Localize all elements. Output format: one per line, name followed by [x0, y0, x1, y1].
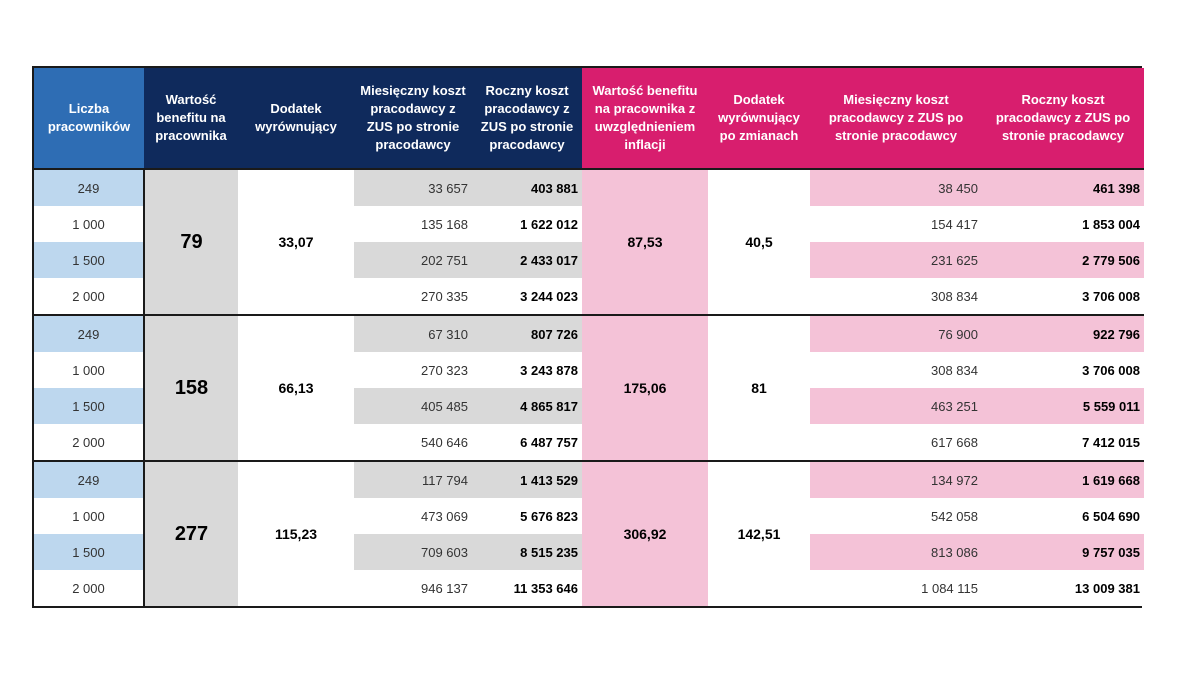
cell-wartosc-benefitu-inflacja: 306,92: [582, 460, 708, 606]
cell-roczny-koszt-2: 461 398: [982, 168, 1144, 206]
cell-roczny-koszt: 5 676 823: [472, 498, 582, 534]
table-row: 1 000 473 069 5 676 823 542 058 6 504 690: [34, 498, 1144, 534]
cell-miesieczny-koszt-2: 617 668: [810, 424, 982, 461]
cell-miesieczny-koszt: 135 168: [354, 206, 472, 242]
cell-miesieczny-koszt-2: 134 972: [810, 460, 982, 498]
header-roczny-koszt: Roczny koszt pracodawcy z ZUS po stronie…: [472, 68, 582, 169]
cell-liczba-pracownikow: 2 000: [34, 570, 145, 606]
cell-liczba-pracownikow: 249: [34, 314, 145, 352]
cell-liczba-pracownikow: 1 500: [34, 388, 145, 424]
cell-roczny-koszt: 403 881: [472, 168, 582, 206]
cell-roczny-koszt: 807 726: [472, 314, 582, 352]
cell-miesieczny-koszt: 270 335: [354, 278, 472, 315]
cell-liczba-pracownikow: 1 500: [34, 242, 145, 278]
cell-roczny-koszt: 11 353 646: [472, 570, 582, 606]
cell-roczny-koszt: 8 515 235: [472, 534, 582, 570]
cell-liczba-pracownikow: 249: [34, 168, 145, 206]
table-row: 249 158 66,13 67 310 807 726 175,06 81 76 900 92…: [34, 314, 1144, 461]
table-row: 249 79 33,07 33 657 403 881 87,53 40,5 38 450 46…: [34, 168, 1144, 315]
cell-dodatek: 33,07: [238, 168, 354, 315]
cell-liczba-pracownikow: 1 000: [34, 498, 145, 534]
cell-roczny-koszt: 3 243 878: [472, 352, 582, 388]
header-wartosc-benefitu-inflacja: Wartość benefitu na pracownika z uwzględ…: [582, 68, 708, 169]
cell-miesieczny-koszt: 33 657: [354, 168, 472, 206]
cell-miesieczny-koszt-2: 308 834: [810, 352, 982, 388]
cell-miesieczny-koszt-2: 154 417: [810, 206, 982, 242]
cell-miesieczny-koszt-2: 308 834: [810, 278, 982, 315]
table-row: 1 000 135 168 1 622 012 154 417 1 853 004: [34, 206, 1144, 242]
cell-roczny-koszt-2: 7 412 015: [982, 424, 1144, 461]
cell-wartosc-benefitu: 79: [144, 168, 238, 315]
cell-roczny-koszt-2: 922 796: [982, 314, 1144, 352]
cell-roczny-koszt: 1 622 012: [472, 206, 582, 242]
cell-roczny-koszt-2: 1 619 668: [982, 460, 1144, 498]
cell-wartosc-benefitu-inflacja: 175,06: [582, 314, 708, 461]
cell-miesieczny-koszt-2: 231 625: [810, 242, 982, 278]
header-row: Liczba pracowników Wartość benefitu na p…: [34, 68, 1144, 169]
cell-roczny-koszt: 2 433 017: [472, 242, 582, 278]
cell-wartosc-benefitu: 158: [144, 314, 238, 461]
cell-miesieczny-koszt: 540 646: [354, 424, 472, 461]
cell-dodatek: 115,23: [238, 460, 354, 606]
cell-miesieczny-koszt: 473 069: [354, 498, 472, 534]
cell-liczba-pracownikow: 249: [34, 460, 145, 498]
header-liczba-pracownikow: Liczba pracowników: [34, 68, 144, 169]
cell-miesieczny-koszt-2: 542 058: [810, 498, 982, 534]
table-row: 1 500 405 485 4 865 817 463 251 5 559 011: [34, 388, 1144, 424]
cell-miesieczny-koszt: 67 310: [354, 314, 472, 352]
cell-liczba-pracownikow: 1 000: [34, 352, 145, 388]
header-wartosc-benefitu: Wartość benefitu na pracownika: [144, 68, 238, 169]
cell-miesieczny-koszt-2: 463 251: [810, 388, 982, 424]
cell-liczba-pracownikow: 2 000: [34, 278, 145, 315]
cell-roczny-koszt-2: 5 559 011: [982, 388, 1144, 424]
table-row: 2 000 946 137 11 353 646 1 084 115 13 009 38…: [34, 570, 1144, 606]
cell-dodatek-po-zmianach: 142,51: [708, 460, 810, 606]
cell-roczny-koszt: 3 244 023: [472, 278, 582, 315]
cell-miesieczny-koszt: 405 485: [354, 388, 472, 424]
cell-miesieczny-koszt-2: 76 900: [810, 314, 982, 352]
cell-dodatek: 66,13: [238, 314, 354, 461]
cell-roczny-koszt-2: 13 009 381: [982, 570, 1144, 606]
cell-roczny-koszt-2: 9 757 035: [982, 534, 1144, 570]
cell-roczny-koszt: 1 413 529: [472, 460, 582, 498]
cell-roczny-koszt-2: 1 853 004: [982, 206, 1144, 242]
table-row: 2 000 540 646 6 487 757 617 668 7 412 015: [34, 424, 1144, 461]
table-row: 2 000 270 335 3 244 023 308 834 3 706 008: [34, 278, 1144, 315]
benefit-cost-table: Liczba pracowników Wartość benefitu na p…: [32, 66, 1144, 608]
table-row: 1 000 270 323 3 243 878 308 834 3 706 008: [34, 352, 1144, 388]
cell-liczba-pracownikow: 1 500: [34, 534, 145, 570]
table-row: 1 500 709 603 8 515 235 813 086 9 757 035: [34, 534, 1144, 570]
cell-miesieczny-koszt-2: 813 086: [810, 534, 982, 570]
cell-liczba-pracownikow: 1 000: [34, 206, 145, 242]
header-roczny-koszt-2: Roczny koszt pracodawcy z ZUS po stronie…: [982, 68, 1144, 169]
table-row: 249 277 115,23 117 794 1 413 529 306,92 142,51…: [34, 460, 1144, 606]
table-body: 249 79 33,07 33 657 403 881 87,53 40,5 38 450 46…: [34, 168, 1144, 606]
cell-roczny-koszt-2: 2 779 506: [982, 242, 1144, 278]
cell-dodatek-po-zmianach: 81: [708, 314, 810, 461]
header-dodatek-po-zmianach: Dodatek wyrównujący po zmianach: [708, 68, 810, 169]
header-miesieczny-koszt: Miesięczny koszt pracodawcy z ZUS po str…: [354, 68, 472, 169]
cell-wartosc-benefitu-inflacja: 87,53: [582, 168, 708, 315]
table-row: 1 500 202 751 2 433 017 231 625 2 779 506: [34, 242, 1144, 278]
cell-roczny-koszt: 6 487 757: [472, 424, 582, 461]
cell-roczny-koszt-2: 3 706 008: [982, 278, 1144, 315]
cell-miesieczny-koszt: 709 603: [354, 534, 472, 570]
cell-liczba-pracownikow: 2 000: [34, 424, 145, 461]
cell-miesieczny-koszt: 202 751: [354, 242, 472, 278]
cell-roczny-koszt-2: 3 706 008: [982, 352, 1144, 388]
cell-dodatek-po-zmianach: 40,5: [708, 168, 810, 315]
cell-roczny-koszt: 4 865 817: [472, 388, 582, 424]
cell-miesieczny-koszt: 117 794: [354, 460, 472, 498]
cell-roczny-koszt-2: 6 504 690: [982, 498, 1144, 534]
header-miesieczny-koszt-2: Miesięczny koszt pracodawcy z ZUS po str…: [810, 68, 982, 169]
cell-miesieczny-koszt-2: 1 084 115: [810, 570, 982, 606]
cell-miesieczny-koszt: 270 323: [354, 352, 472, 388]
cell-wartosc-benefitu: 277: [144, 460, 238, 606]
header-dodatek: Dodatek wyrównujący: [238, 68, 354, 169]
cell-miesieczny-koszt-2: 38 450: [810, 168, 982, 206]
cell-miesieczny-koszt: 946 137: [354, 570, 472, 606]
